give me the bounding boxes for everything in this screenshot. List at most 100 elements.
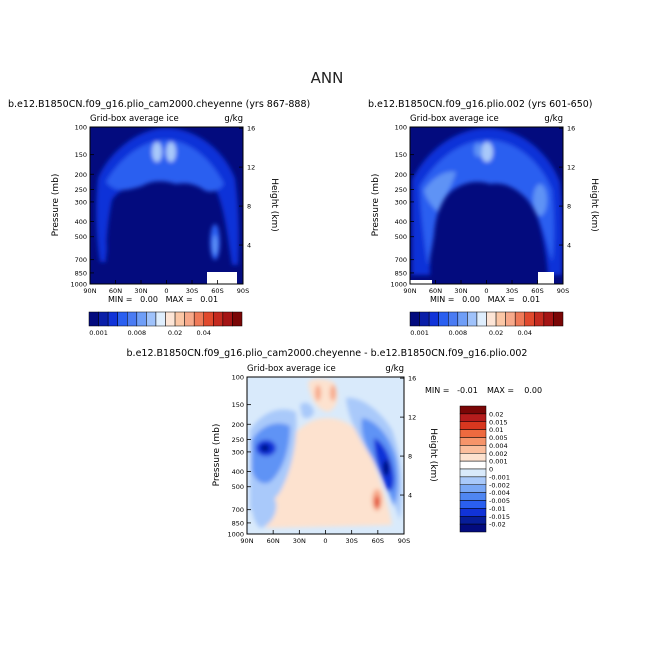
panel-3-y-ticks: 100 150 200 250 300 400 500 700 850 1000	[227, 374, 251, 539]
colorbar-label: 0.008	[449, 329, 468, 337]
y-tick-label: 850	[75, 269, 87, 277]
y-tick-label: 700	[75, 256, 87, 264]
panel-2-x-ticks: 90N 60N 30N 0 30S 60S 90S	[403, 280, 569, 295]
colorbar-swatch	[136, 311, 147, 327]
colorbar-label: 0.04	[197, 329, 211, 337]
colorbar-swatch	[459, 508, 487, 517]
panel-3-nh-negative-center	[261, 444, 269, 452]
panel-3-tropical-negative	[300, 402, 314, 419]
x-tick-label: 60S	[372, 537, 384, 545]
panel-2-stats: MIN = 0.00 MAX = 0.01	[430, 295, 540, 304]
colorbar-swatch	[184, 311, 195, 327]
y-tick-label: 850	[232, 519, 244, 527]
colorbar-label: 0.015	[489, 418, 508, 426]
colorbar-swatch	[174, 311, 185, 327]
panel-3-colorbar: 0.020.0150.010.0050.0040.0020.0010-0.001…	[459, 405, 510, 533]
colorbar-swatch	[203, 311, 214, 327]
x-tick-label: 60S	[531, 287, 543, 295]
y-tick-label: 150	[395, 151, 407, 159]
panel-3-title: b.e12.B1850CN.f09_g16.plio_cam2000.cheye…	[127, 348, 528, 359]
panel-3-height-ticks: 16 12 8 4	[400, 375, 416, 500]
y-tick-label: 500	[75, 233, 87, 241]
y-tick-label: 1000	[70, 281, 87, 289]
y-tick-label: 850	[395, 269, 407, 277]
height-tick-label: 12	[408, 414, 416, 422]
panel-2-sh-core	[533, 184, 547, 216]
colorbar-label: 0.001	[410, 329, 429, 337]
height-tick-label: 4	[247, 242, 251, 250]
panel-3-tropical-max-left	[315, 385, 321, 401]
height-tick-label: 8	[567, 203, 571, 211]
x-tick-label: 60N	[429, 287, 442, 295]
y-tick-label: 400	[232, 468, 244, 476]
x-tick-label: 30N	[454, 287, 467, 295]
panel-3-positive-tropical	[308, 379, 338, 412]
colorbar-swatch	[419, 311, 430, 327]
panel-1-y-ticks: 100 150 200 250 300 400 500 700 850 1000	[70, 124, 94, 289]
y-tick-label: 300	[232, 448, 244, 456]
height-tick-label: 12	[567, 164, 575, 172]
panel-3-stats-min: MIN = -0.01	[425, 386, 478, 395]
x-tick-label: 30S	[186, 287, 198, 295]
panel-1-contours	[90, 127, 243, 284]
panel-2-ylabel: Pressure (mb)	[371, 174, 381, 237]
colorbar-swatch	[553, 311, 564, 327]
colorbar-swatch	[459, 445, 487, 454]
x-tick-label: 0	[484, 287, 488, 295]
panel-1-subtitle-right: g/kg	[224, 114, 243, 124]
colorbar-label: 0.01	[489, 426, 503, 434]
y-tick-label: 300	[75, 198, 87, 206]
panel-3-tropical-max-right	[330, 385, 336, 401]
y-tick-label: 250	[75, 186, 87, 194]
colorbar-swatch	[467, 311, 478, 327]
panel-1-stats: MIN = 0.00 MAX = 0.01	[108, 295, 218, 304]
colorbar-swatch	[459, 437, 487, 446]
colorbar-swatch	[146, 311, 157, 327]
colorbar-label: -0.002	[489, 481, 510, 489]
y-tick-label: 400	[395, 218, 407, 226]
colorbar-swatch	[222, 311, 233, 327]
x-tick-label: 0	[164, 287, 168, 295]
panel-2-contours	[410, 127, 563, 284]
panel-3-right-axis-label: Height (km)	[428, 428, 438, 482]
y-tick-label: 100	[75, 124, 87, 132]
x-tick-label: 90S	[557, 287, 569, 295]
height-tick-label: 4	[567, 242, 571, 250]
colorbar-swatch	[459, 516, 487, 525]
x-tick-label: 90N	[83, 287, 96, 295]
panel-3-sh-negative-center	[383, 460, 389, 476]
panel-2-height-ticks: 16 12 8 4	[559, 125, 575, 250]
x-tick-label: 30S	[506, 287, 518, 295]
panel-3-subtitle-left: Grid-box average ice	[247, 364, 336, 374]
x-tick-label: 30S	[345, 537, 357, 545]
colorbar-label: 0	[489, 466, 493, 474]
colorbar-label: -0.02	[489, 521, 506, 529]
panel-3-x-ticks: 90N 60N 30N 0 30S 60S 90S	[240, 530, 410, 545]
panel-1-missing-terrain	[207, 272, 237, 284]
colorbar-swatch	[409, 311, 420, 327]
y-tick-label: 200	[75, 171, 87, 179]
panel-2-missing-terrain-nh	[410, 280, 432, 284]
colorbar-swatch	[98, 311, 109, 327]
colorbar-swatch	[213, 311, 224, 327]
panel-1-nh-lobe	[99, 234, 107, 262]
x-tick-label: 90S	[237, 287, 249, 295]
colorbar-swatch	[534, 311, 545, 327]
y-tick-label: 200	[395, 171, 407, 179]
panel-1: b.e12.B1850CN.f09_g16.plio_cam2000.cheye…	[8, 99, 310, 337]
panel-1-ylabel: Pressure (mb)	[51, 174, 61, 237]
colorbar-swatch	[459, 413, 487, 422]
colorbar-swatch	[486, 311, 497, 327]
y-tick-label: 100	[395, 124, 407, 132]
x-tick-label: 60N	[109, 287, 122, 295]
y-tick-label: 1000	[227, 531, 244, 539]
panel-3-stats-max: MAX = 0.00	[487, 386, 542, 395]
y-tick-label: 700	[232, 506, 244, 514]
colorbar-label: -0.005	[489, 497, 510, 505]
panel-3-positive-region	[266, 418, 392, 528]
colorbar-swatch	[107, 311, 118, 327]
x-tick-label: 90S	[398, 537, 410, 545]
colorbar-swatch	[448, 311, 459, 327]
colorbar-swatch	[459, 405, 487, 415]
